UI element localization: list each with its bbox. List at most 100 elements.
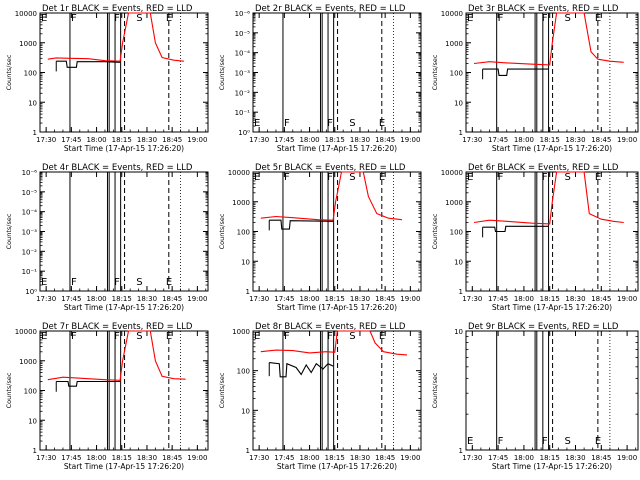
x-tick-label: 18:45 <box>162 295 182 303</box>
y-tick-label: 1 <box>246 447 250 455</box>
x-tick-label: 19:00 <box>617 454 637 462</box>
x-tick-label: 18:15 <box>325 295 345 303</box>
x-tick-label: 18:00 <box>299 454 319 462</box>
x-tick-label: 17:45 <box>274 295 294 303</box>
interval-marker-label: F <box>327 118 333 129</box>
x-tick-label: 17:30 <box>36 295 56 303</box>
interval-marker-label: E <box>41 331 47 342</box>
interval-marker-label: E <box>166 13 172 24</box>
x-tick-label: 19:00 <box>187 454 207 462</box>
y-tick-label: 1000 <box>232 328 250 336</box>
y-tick-label: 1000 <box>445 40 463 48</box>
x-tick-label: 19:00 <box>400 136 420 144</box>
x-tick-label: 17:45 <box>61 295 81 303</box>
panel-title: Det 8r BLACK = Events, RED = LLD <box>255 322 406 332</box>
interval-marker-label: F <box>284 118 290 129</box>
x-tick-label: 17:30 <box>36 136 56 144</box>
x-tick-label: 18:00 <box>514 136 534 144</box>
interval-marker-label: F <box>327 172 333 183</box>
y-tick-label: 10⁻⁴ <box>22 209 38 217</box>
plot-frame <box>252 330 422 451</box>
panel-det-3: Det 3r BLACK = Events, RED = LLD 1 10 100 10… <box>431 4 639 153</box>
y-tick-label: 10⁻⁵ <box>235 30 251 38</box>
lld-series-line <box>260 171 403 221</box>
interval-marker-label: F <box>542 13 548 24</box>
x-tick-label: 17:45 <box>61 136 81 144</box>
y-tick-label: 10000 <box>228 169 250 177</box>
plot-frame <box>465 330 639 451</box>
x-tick-label: 18:30 <box>137 136 157 144</box>
y-axis-label: Counts/sec <box>218 372 226 408</box>
x-axis-label: Start Time (17-Apr-15 17:26:20) <box>492 462 612 471</box>
panel-title: Det 6r BLACK = Events, RED = LLD <box>468 163 619 173</box>
y-tick-label: 10 <box>241 258 250 266</box>
x-tick-label: 19:00 <box>400 295 420 303</box>
interval-marker-label: S <box>349 172 355 183</box>
lld-series-line <box>260 330 408 356</box>
y-tick-label: 1 <box>459 288 463 296</box>
interval-marker-label: E <box>379 118 385 129</box>
x-tick-label: 18:30 <box>565 454 585 462</box>
interval-marker-label: S <box>564 172 570 183</box>
interval-marker-label: S <box>564 13 570 24</box>
x-tick-label: 18:45 <box>162 136 182 144</box>
interval-marker-label: E <box>254 172 260 183</box>
interval-marker-label: F <box>498 172 504 183</box>
x-tick-label: 18:15 <box>112 454 132 462</box>
panel-det-5: Det 5r BLACK = Events, RED = LLD 1 10 100 10… <box>218 163 422 312</box>
x-tick-label: 17:45 <box>488 454 508 462</box>
x-tick-label: 19:00 <box>617 136 637 144</box>
x-tick-label: 17:45 <box>488 295 508 303</box>
x-tick-label: 19:00 <box>400 454 420 462</box>
y-tick-label: 100 <box>450 229 463 237</box>
events-series-line <box>482 68 548 76</box>
events-series-line <box>482 225 548 233</box>
x-tick-label: 17:30 <box>36 454 56 462</box>
interval-marker-label: F <box>114 13 120 24</box>
interval-marker-label: E <box>595 436 601 447</box>
x-tick-label: 19:00 <box>617 295 637 303</box>
interval-marker-label: E <box>41 13 47 24</box>
x-tick-label: 17:45 <box>488 136 508 144</box>
interval-marker-label: F <box>327 331 333 342</box>
y-axis-label: Counts/sec <box>431 213 439 249</box>
y-tick-label: 100 <box>24 388 37 396</box>
interval-marker-label: E <box>595 172 601 183</box>
interval-marker-label: F <box>542 436 548 447</box>
interval-marker-label: F <box>284 172 290 183</box>
x-tick-label: 18:00 <box>299 136 319 144</box>
x-tick-label: 18:15 <box>112 136 132 144</box>
interval-marker-label: E <box>467 13 473 24</box>
interval-marker-label: F <box>114 331 120 342</box>
interval-marker-label: F <box>498 436 504 447</box>
interval-marker-label: S <box>349 331 355 342</box>
x-tick-label: 18:45 <box>591 295 611 303</box>
x-tick-label: 18:45 <box>591 136 611 144</box>
y-axis-label: Counts/sec <box>218 54 226 90</box>
y-tick-label: 1000 <box>19 40 37 48</box>
x-tick-label: 18:30 <box>350 454 370 462</box>
x-axis-label: Start Time (17-Apr-15 17:26:20) <box>64 303 184 312</box>
lld-series-line <box>47 330 186 381</box>
x-tick-label: 17:30 <box>462 295 482 303</box>
y-tick-label: 100 <box>450 70 463 78</box>
interval-marker-label: S <box>564 436 570 447</box>
x-tick-label: 18:30 <box>137 295 157 303</box>
x-tick-label: 18:15 <box>112 295 132 303</box>
x-axis-label: Start Time (17-Apr-15 17:26:20) <box>492 303 612 312</box>
x-axis-label: Start Time (17-Apr-15 17:26:20) <box>277 462 397 471</box>
lld-series-line <box>47 12 184 62</box>
plot-frame <box>39 12 209 133</box>
interval-marker-label: E <box>379 331 385 342</box>
y-tick-label: 10 <box>454 328 463 336</box>
y-tick-label: 10 <box>241 407 250 415</box>
interval-marker-label: F <box>542 172 548 183</box>
x-tick-label: 18:30 <box>565 136 585 144</box>
events-series-line <box>269 362 334 378</box>
y-tick-label: 1000 <box>232 199 250 207</box>
y-tick-label: 100 <box>237 229 250 237</box>
y-tick-label: 10⁻⁴ <box>235 50 251 58</box>
x-tick-label: 18:45 <box>591 454 611 462</box>
panel-title: Det 5r BLACK = Events, RED = LLD <box>255 163 406 173</box>
x-tick-label: 18:45 <box>375 136 395 144</box>
